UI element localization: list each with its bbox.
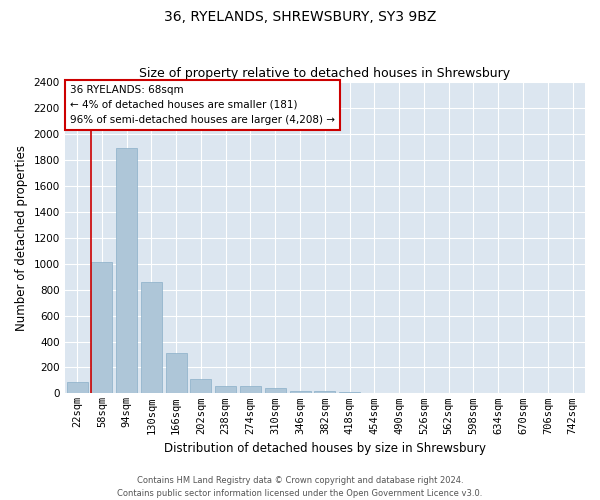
Bar: [339, 392, 360, 394]
Text: 36, RYELANDS, SHREWSBURY, SY3 9BZ: 36, RYELANDS, SHREWSBURY, SY3 9BZ: [164, 10, 436, 24]
Bar: [265, 388, 286, 394]
Bar: [67, 382, 88, 394]
Text: 36 RYELANDS: 68sqm
← 4% of detached houses are smaller (181)
96% of semi-detache: 36 RYELANDS: 68sqm ← 4% of detached hous…: [70, 85, 335, 125]
Text: Contains HM Land Registry data © Crown copyright and database right 2024.
Contai: Contains HM Land Registry data © Crown c…: [118, 476, 482, 498]
Bar: [141, 282, 162, 394]
Bar: [166, 352, 187, 394]
Y-axis label: Number of detached properties: Number of detached properties: [15, 144, 28, 330]
Title: Size of property relative to detached houses in Shrewsbury: Size of property relative to detached ho…: [139, 66, 511, 80]
Bar: [190, 379, 211, 394]
Bar: [314, 392, 335, 394]
Bar: [240, 386, 261, 394]
Bar: [290, 391, 311, 394]
Bar: [215, 386, 236, 394]
Bar: [91, 262, 112, 394]
X-axis label: Distribution of detached houses by size in Shrewsbury: Distribution of detached houses by size …: [164, 442, 486, 455]
Bar: [116, 148, 137, 394]
